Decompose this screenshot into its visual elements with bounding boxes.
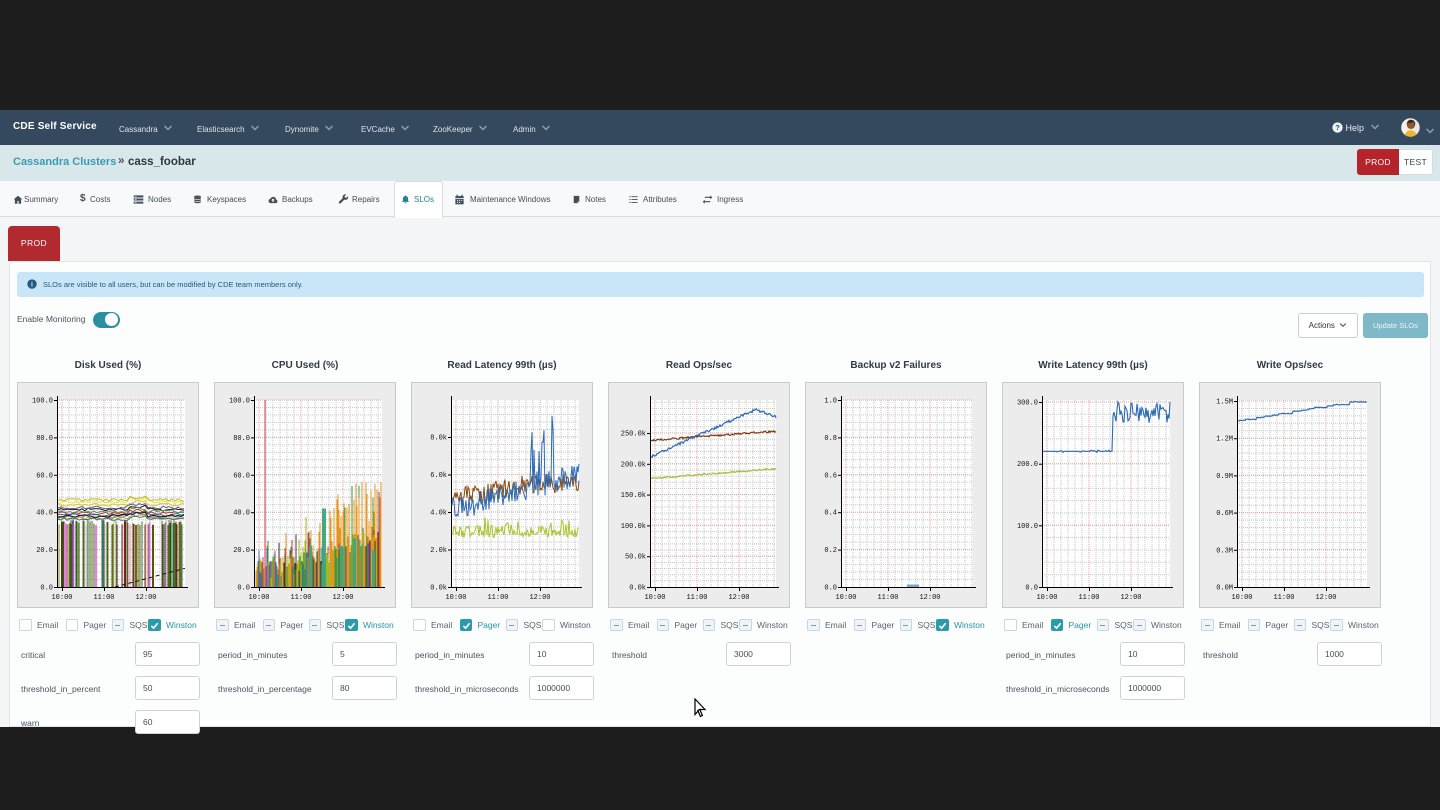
svg-text:12:00: 12:00 — [919, 594, 940, 602]
svg-text:0.0: 0.0 — [237, 585, 250, 593]
svg-text:100.0k: 100.0k — [621, 523, 646, 531]
svg-text:0.0k: 0.0k — [629, 585, 646, 593]
svg-text:11:00: 11:00 — [686, 594, 707, 602]
svg-text:11:00: 11:00 — [1273, 594, 1294, 602]
svg-text:0.6M: 0.6M — [1216, 510, 1233, 518]
svg-text:1.2M: 1.2M — [1216, 436, 1233, 444]
svg-text:10:00: 10:00 — [51, 594, 72, 602]
svg-text:4.0k: 4.0k — [430, 510, 447, 518]
svg-text:40.0: 40.0 — [36, 510, 53, 518]
svg-text:i: i — [31, 282, 33, 289]
svg-text:0.9M: 0.9M — [1216, 473, 1233, 481]
svg-text:0.0M: 0.0M — [1216, 585, 1233, 593]
svg-text:11:00: 11:00 — [1078, 594, 1099, 602]
svg-text:0.2: 0.2 — [824, 547, 837, 555]
svg-text:10:00: 10:00 — [248, 594, 269, 602]
svg-text:150.0k: 150.0k — [621, 492, 646, 500]
svg-text:300.0: 300.0 — [1017, 400, 1038, 408]
svg-text:200.0k: 200.0k — [621, 461, 646, 469]
svg-text:12:00: 12:00 — [1315, 594, 1336, 602]
svg-text:11:00: 11:00 — [487, 594, 508, 602]
svg-text:0.4: 0.4 — [824, 510, 837, 518]
svg-text:60.0: 60.0 — [233, 472, 250, 480]
svg-text:80.0: 80.0 — [233, 435, 250, 443]
svg-text:11:00: 11:00 — [290, 594, 311, 602]
svg-text:0.6: 0.6 — [824, 472, 837, 480]
svg-text:0.0k: 0.0k — [430, 585, 447, 593]
svg-text:0.0: 0.0 — [1025, 585, 1038, 593]
svg-text:100.0: 100.0 — [1017, 523, 1038, 531]
svg-text:20.0: 20.0 — [36, 547, 53, 555]
svg-text:10:00: 10:00 — [1036, 594, 1057, 602]
svg-text:80.0: 80.0 — [36, 435, 53, 443]
svg-text:10:00: 10:00 — [835, 594, 856, 602]
svg-text:11:00: 11:00 — [877, 594, 898, 602]
svg-text:1.5M: 1.5M — [1216, 399, 1233, 407]
svg-text:10:00: 10:00 — [644, 594, 665, 602]
svg-text:0.8: 0.8 — [824, 435, 837, 443]
svg-text:60.0: 60.0 — [36, 472, 53, 480]
svg-text:200.0: 200.0 — [1017, 461, 1038, 469]
svg-text:0.0: 0.0 — [824, 585, 837, 593]
svg-text:1.0: 1.0 — [824, 398, 837, 406]
svg-text:100.0: 100.0 — [32, 398, 53, 406]
svg-text:10:00: 10:00 — [445, 594, 466, 602]
svg-text:12:00: 12:00 — [728, 594, 749, 602]
svg-text:100.0: 100.0 — [229, 398, 250, 406]
svg-text:12:00: 12:00 — [1120, 594, 1141, 602]
svg-text:12:00: 12:00 — [135, 594, 156, 602]
svg-text:0.3M: 0.3M — [1216, 547, 1233, 555]
svg-text:?: ? — [1335, 123, 1340, 132]
svg-text:6.0k: 6.0k — [430, 472, 447, 480]
svg-text:40.0: 40.0 — [233, 510, 250, 518]
svg-text:10:00: 10:00 — [1231, 594, 1252, 602]
svg-text:8.0k: 8.0k — [430, 435, 447, 443]
svg-text:2.0k: 2.0k — [430, 547, 447, 555]
svg-text:20.0: 20.0 — [233, 547, 250, 555]
svg-text:0.0: 0.0 — [40, 585, 53, 593]
svg-text:12:00: 12:00 — [332, 594, 353, 602]
svg-text:250.0k: 250.0k — [621, 431, 646, 439]
svg-text:12:00: 12:00 — [529, 594, 550, 602]
svg-text:50.0k: 50.0k — [625, 554, 646, 562]
svg-text:11:00: 11:00 — [93, 594, 114, 602]
